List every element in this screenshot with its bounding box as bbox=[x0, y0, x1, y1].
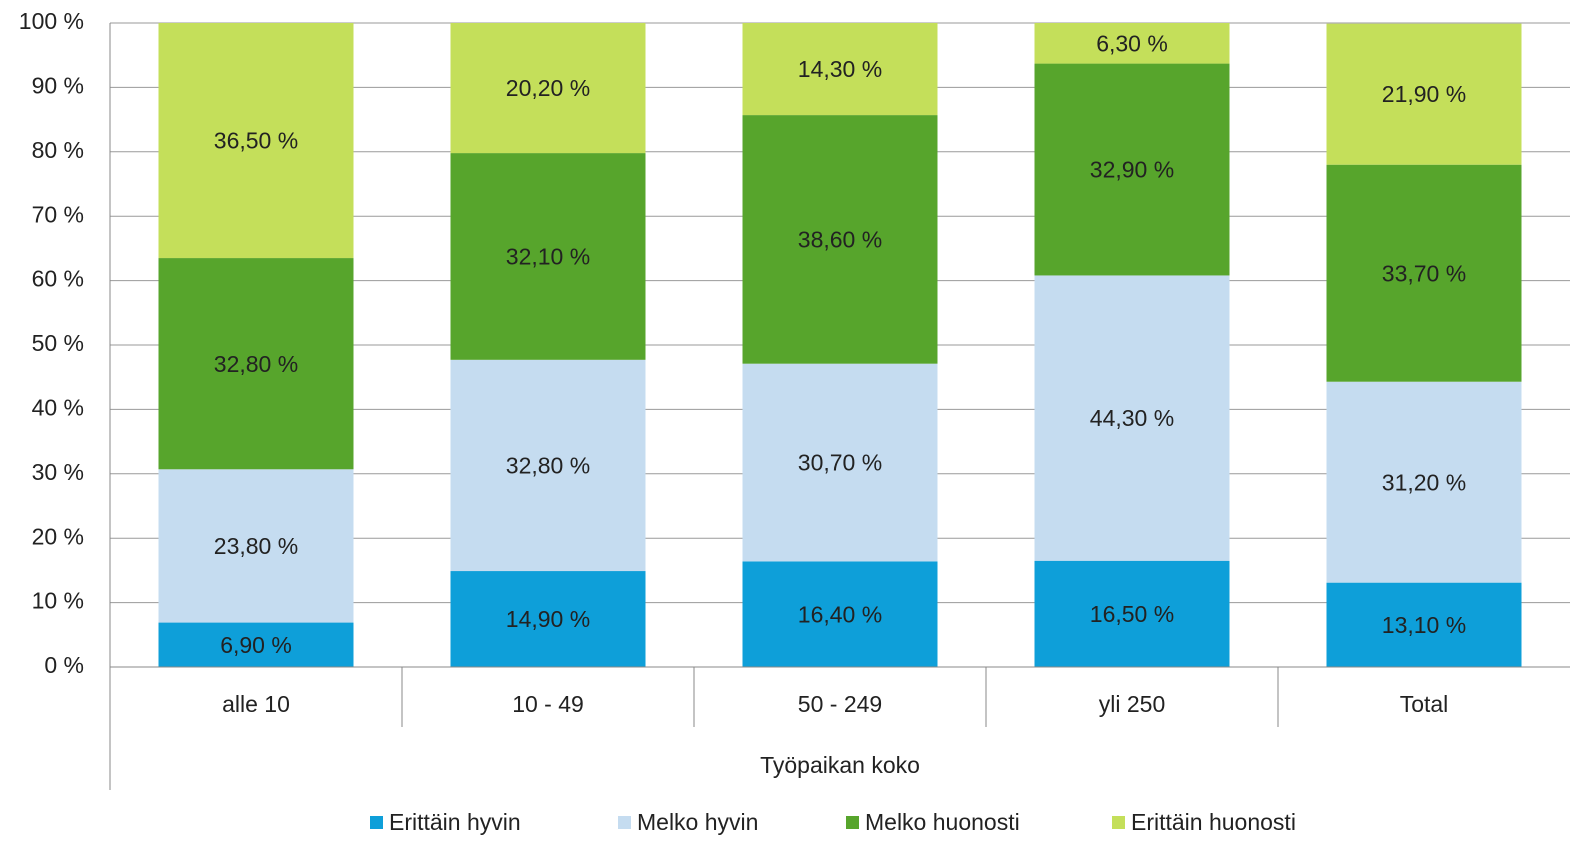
data-label: 36,50 % bbox=[214, 128, 298, 154]
data-label: 6,30 % bbox=[1096, 30, 1168, 56]
data-label: 33,70 % bbox=[1382, 260, 1466, 286]
bar-segment bbox=[1034, 63, 1230, 276]
y-tick-label: 100 % bbox=[19, 8, 84, 34]
bar-segment bbox=[450, 571, 646, 667]
y-tick-label: 70 % bbox=[32, 201, 84, 227]
y-tick-label: 90 % bbox=[32, 72, 84, 98]
legend-label: Melko hyvin bbox=[637, 809, 758, 835]
x-axis-title: Työpaikan koko bbox=[760, 752, 920, 778]
legend-marker bbox=[846, 816, 859, 829]
data-label: 6,90 % bbox=[220, 632, 292, 658]
bar-segment bbox=[1034, 560, 1230, 667]
y-tick-label: 0 % bbox=[44, 652, 84, 678]
x-tick-label: alle 10 bbox=[222, 691, 290, 717]
data-label: 14,30 % bbox=[798, 56, 882, 82]
bar-segment bbox=[450, 153, 646, 360]
legend-marker bbox=[370, 816, 383, 829]
data-label: 20,20 % bbox=[506, 75, 590, 101]
x-tick-label: Total bbox=[1400, 691, 1449, 717]
data-label: 23,80 % bbox=[214, 533, 298, 559]
bar-segment bbox=[1326, 582, 1522, 667]
legend-label: Erittäin hyvin bbox=[389, 809, 521, 835]
bar-segment bbox=[742, 561, 938, 667]
data-label: 32,80 % bbox=[214, 351, 298, 377]
bar-segment bbox=[158, 258, 354, 470]
y-tick-label: 30 % bbox=[32, 459, 84, 485]
bar-segment bbox=[158, 469, 354, 623]
y-tick-label: 60 % bbox=[32, 266, 84, 292]
data-label: 32,10 % bbox=[506, 244, 590, 270]
y-tick-label: 40 % bbox=[32, 394, 84, 420]
x-tick-label: 10 - 49 bbox=[512, 691, 584, 717]
bar-segment bbox=[450, 359, 646, 572]
bar-segment bbox=[1326, 23, 1522, 165]
y-tick-label: 10 % bbox=[32, 588, 84, 614]
data-label: 16,50 % bbox=[1090, 601, 1174, 627]
data-label: 31,20 % bbox=[1382, 469, 1466, 495]
bar-segment bbox=[1326, 164, 1522, 382]
data-label: 30,70 % bbox=[798, 450, 882, 476]
y-tick-label: 80 % bbox=[32, 137, 84, 163]
data-label: 14,90 % bbox=[506, 606, 590, 632]
legend-label: Erittäin huonosti bbox=[1131, 809, 1296, 835]
x-tick-label: yli 250 bbox=[1099, 691, 1165, 717]
y-tick-label: 20 % bbox=[32, 523, 84, 549]
legend-marker bbox=[1112, 816, 1125, 829]
bar-segment bbox=[158, 622, 354, 667]
bar-segment bbox=[742, 23, 938, 116]
x-tick-label: 50 - 249 bbox=[798, 691, 882, 717]
bar-segment bbox=[742, 363, 938, 562]
data-label: 44,30 % bbox=[1090, 405, 1174, 431]
data-label: 32,80 % bbox=[506, 453, 590, 479]
bar-segment bbox=[158, 23, 354, 259]
bar-segment bbox=[450, 23, 646, 154]
y-tick-label: 50 % bbox=[32, 330, 84, 356]
data-label: 32,90 % bbox=[1090, 157, 1174, 183]
data-label: 21,90 % bbox=[1382, 81, 1466, 107]
legend-marker bbox=[618, 816, 631, 829]
data-label: 13,10 % bbox=[1382, 612, 1466, 638]
data-label: 38,60 % bbox=[798, 226, 882, 252]
bar-segment bbox=[1034, 275, 1230, 561]
bar-segment bbox=[1034, 23, 1230, 64]
bar-segment bbox=[742, 115, 938, 364]
data-label: 16,40 % bbox=[798, 601, 882, 627]
legend-label: Melko huonosti bbox=[865, 809, 1020, 835]
bar-segment bbox=[1326, 381, 1522, 583]
